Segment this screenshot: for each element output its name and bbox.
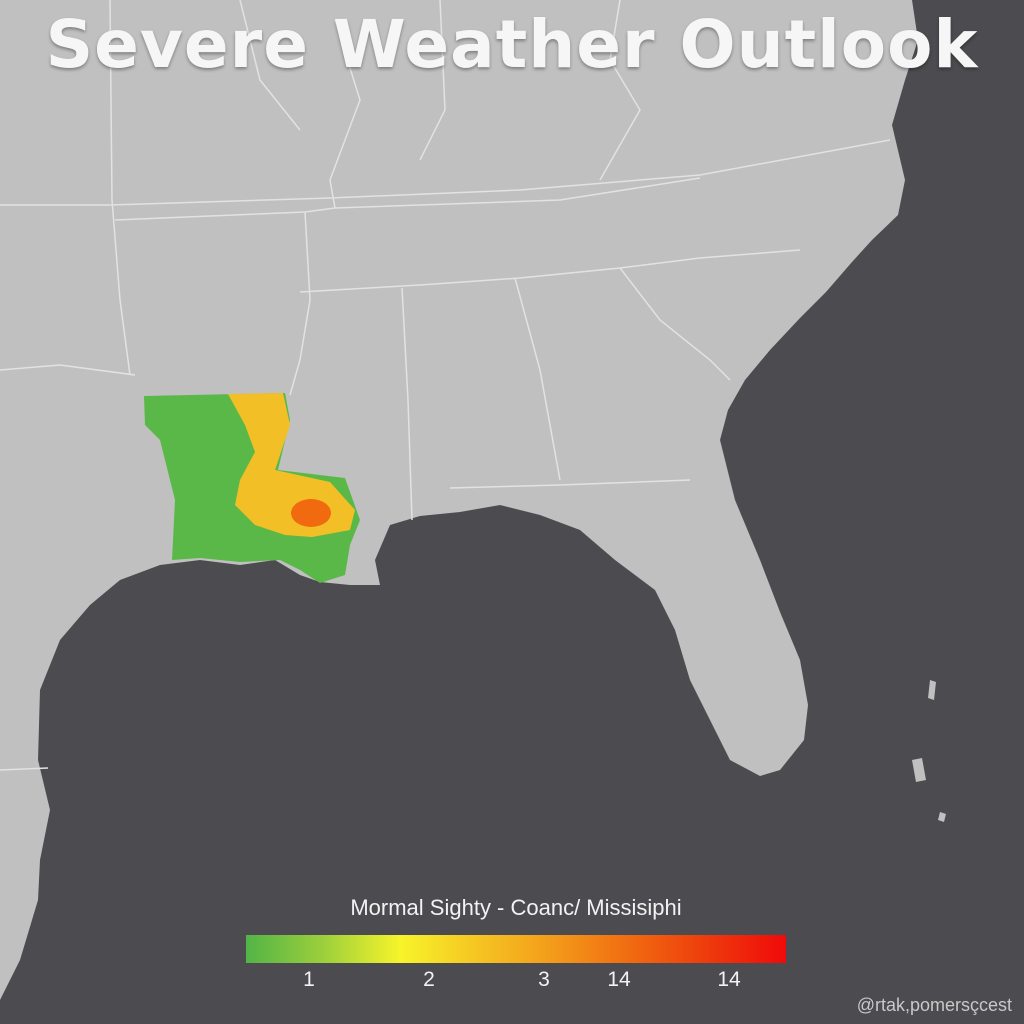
enhanced-risk-area (291, 499, 331, 527)
risk-color-scale (246, 935, 786, 963)
legend-tick: 14 (607, 968, 631, 991)
legend-tick: 1 (303, 968, 315, 991)
image-credit: @rtak,pomersçcest (856, 995, 1012, 1015)
island (928, 680, 936, 700)
island (912, 758, 926, 782)
map-title: Severe Weather Outlook (45, 6, 979, 83)
legend-tick: 2 (423, 968, 435, 991)
legend-tick: 3 (538, 968, 550, 991)
island (938, 812, 946, 822)
legend-tick: 14 (717, 968, 741, 991)
state-borders (0, 0, 891, 771)
landmass (0, 0, 918, 1000)
legend-label: Mormal Sighty - Coanc/ Missisiphi (350, 895, 682, 920)
slight-risk-area (228, 393, 355, 537)
